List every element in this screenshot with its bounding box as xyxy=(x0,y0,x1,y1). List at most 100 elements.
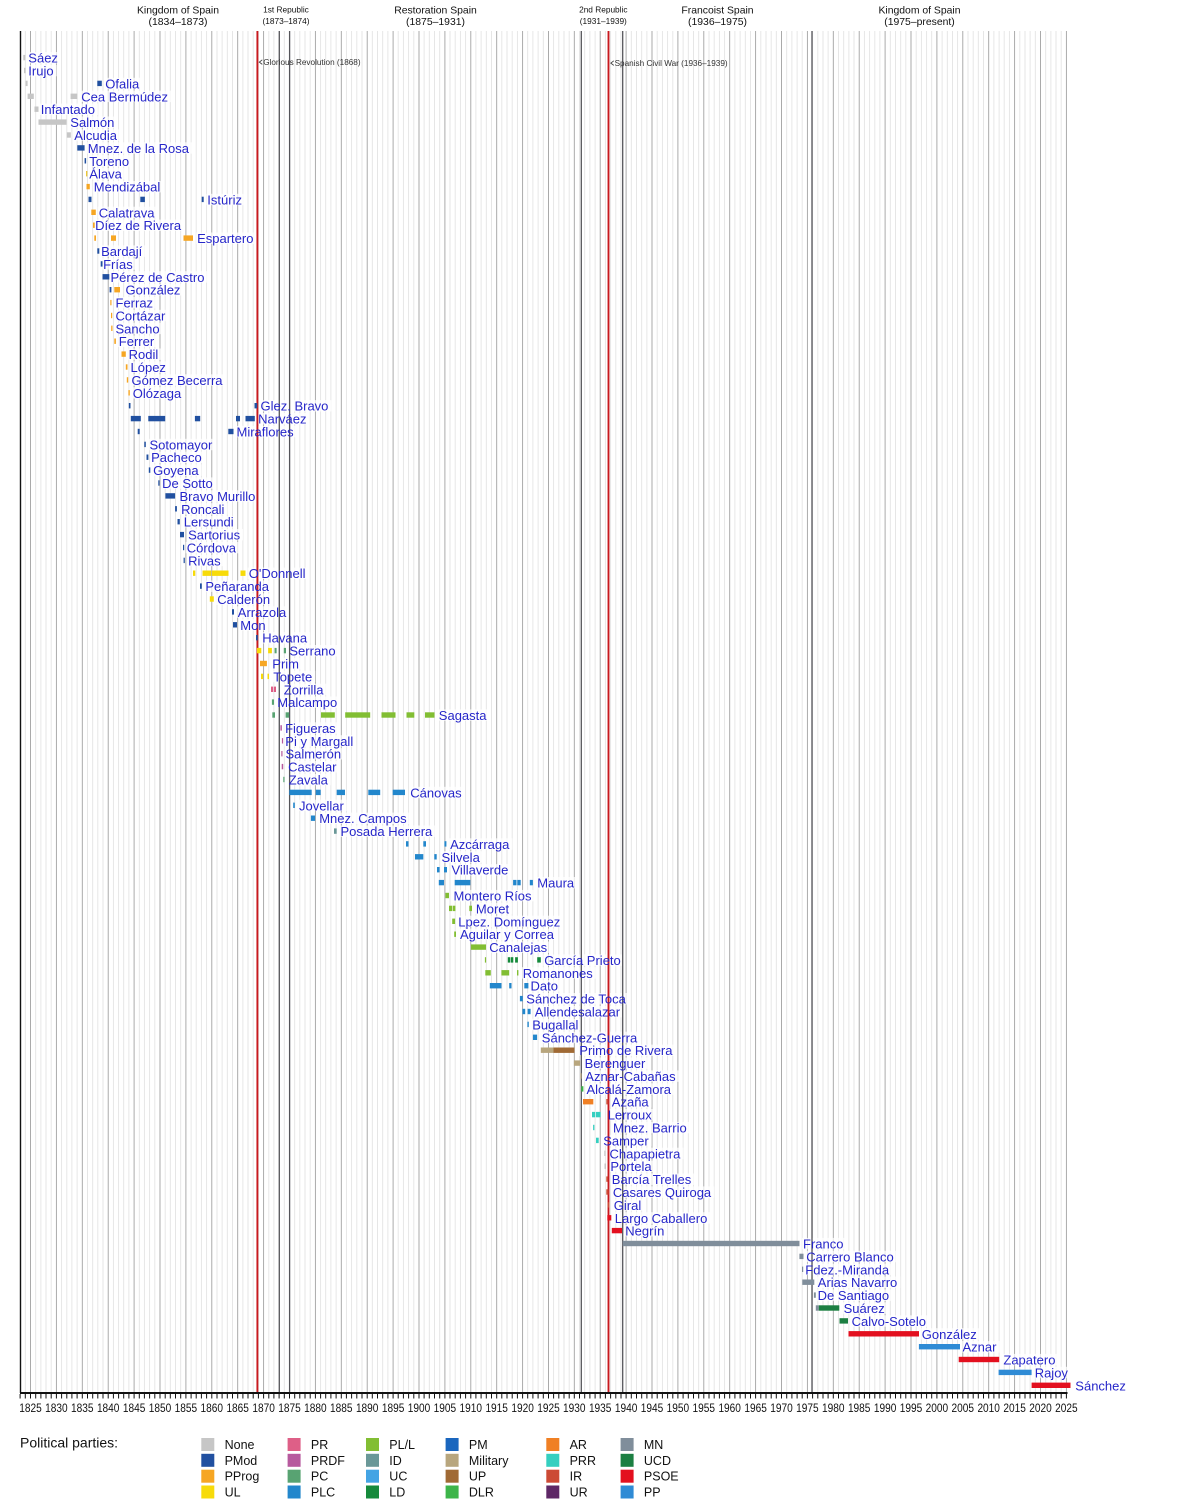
svg-text:UR: UR xyxy=(570,1486,588,1500)
svg-text:Ferraz: Ferraz xyxy=(116,296,154,311)
svg-text:Alcudia: Alcudia xyxy=(74,128,117,143)
svg-text:1st Republic: 1st Republic xyxy=(263,5,309,15)
svg-text:Sotomayor: Sotomayor xyxy=(150,437,214,452)
svg-text:(1975–present): (1975–present) xyxy=(884,17,954,28)
svg-text:Istúriz: Istúriz xyxy=(207,192,242,207)
svg-text:Miraflores: Miraflores xyxy=(237,425,295,440)
svg-text:1895: 1895 xyxy=(382,1403,405,1415)
svg-text:UP: UP xyxy=(469,1470,486,1484)
svg-text:1830: 1830 xyxy=(45,1403,68,1415)
svg-text:Jovellar: Jovellar xyxy=(299,798,344,813)
svg-text:Azcárraga: Azcárraga xyxy=(450,837,510,852)
svg-text:Fdez.-Miranda: Fdez.-Miranda xyxy=(805,1262,890,1277)
svg-text:Sartorius: Sartorius xyxy=(188,528,241,543)
svg-text:De Sotto: De Sotto xyxy=(162,476,213,491)
svg-text:1860: 1860 xyxy=(201,1403,224,1415)
svg-text:Sancho: Sancho xyxy=(116,321,160,336)
svg-text:Glez. Bravo: Glez. Bravo xyxy=(261,399,329,414)
svg-text:IR: IR xyxy=(570,1470,583,1484)
svg-text:PRR: PRR xyxy=(570,1454,596,1468)
svg-text:Toreno: Toreno xyxy=(89,154,129,169)
svg-text:Prim: Prim xyxy=(272,657,299,672)
svg-text:Dato: Dato xyxy=(531,979,558,994)
svg-text:1845: 1845 xyxy=(123,1403,146,1415)
svg-text:Sagasta: Sagasta xyxy=(439,708,487,723)
svg-text:1880: 1880 xyxy=(304,1403,327,1415)
svg-text:2005: 2005 xyxy=(952,1403,975,1415)
svg-text:Bardají: Bardají xyxy=(101,244,143,259)
svg-text:Ofalia: Ofalia xyxy=(105,76,140,91)
svg-text:Azaña: Azaña xyxy=(612,1095,650,1110)
svg-text:Largo Caballero: Largo Caballero xyxy=(615,1211,708,1226)
svg-text:González: González xyxy=(922,1327,977,1342)
svg-text:Cortázar: Cortázar xyxy=(116,308,167,323)
svg-text:1855: 1855 xyxy=(175,1403,198,1415)
svg-text:Mnez. Campos: Mnez. Campos xyxy=(319,811,407,826)
svg-text:1890: 1890 xyxy=(356,1403,379,1415)
svg-text:1990: 1990 xyxy=(874,1403,897,1415)
svg-text:Goyena: Goyena xyxy=(153,463,199,478)
svg-text:Lerroux: Lerroux xyxy=(608,1108,653,1123)
svg-text:2020: 2020 xyxy=(1029,1403,1052,1415)
svg-text:Castelar: Castelar xyxy=(288,760,337,775)
svg-text:Canalejas: Canalejas xyxy=(489,940,547,955)
svg-text:(1875–1931): (1875–1931) xyxy=(406,17,465,28)
svg-text:Rivas: Rivas xyxy=(188,553,221,568)
svg-text:Alcalá-Zamora: Alcalá-Zamora xyxy=(587,1082,672,1097)
svg-text:(1834–1873): (1834–1873) xyxy=(149,17,208,28)
svg-text:Suárez: Suárez xyxy=(844,1301,885,1316)
svg-text:Arias Navarro: Arias Navarro xyxy=(818,1275,897,1290)
svg-text:1870: 1870 xyxy=(252,1403,275,1415)
svg-text:Malcampo: Malcampo xyxy=(277,695,337,710)
svg-text:De Santiago: De Santiago xyxy=(818,1288,890,1303)
svg-text:Franco: Franco xyxy=(803,1237,843,1252)
svg-text:Aznar-Cabañas: Aznar-Cabañas xyxy=(585,1069,676,1084)
svg-text:AR: AR xyxy=(570,1438,587,1452)
svg-text:2000: 2000 xyxy=(926,1403,949,1415)
svg-text:1955: 1955 xyxy=(693,1403,716,1415)
svg-text:Mon: Mon xyxy=(240,618,265,633)
svg-text:1985: 1985 xyxy=(848,1403,871,1415)
svg-text:Peñaranda: Peñaranda xyxy=(205,579,269,594)
svg-text:Aznar: Aznar xyxy=(963,1340,998,1355)
svg-text:UL: UL xyxy=(225,1486,241,1500)
svg-text:UC: UC xyxy=(389,1470,407,1484)
svg-text:2025: 2025 xyxy=(1055,1403,1078,1415)
svg-text:Primo de Rivera: Primo de Rivera xyxy=(579,1043,673,1058)
svg-text:Spanish Civil War (1936–1939): Spanish Civil War (1936–1939) xyxy=(615,59,728,68)
svg-text:Infantado: Infantado xyxy=(41,102,95,117)
svg-text:MN: MN xyxy=(644,1438,663,1452)
svg-text:PC: PC xyxy=(311,1470,328,1484)
svg-text:Military: Military xyxy=(469,1454,509,1468)
svg-text:Pi y Margall: Pi y Margall xyxy=(285,734,353,749)
svg-text:Córdova: Córdova xyxy=(187,541,237,556)
svg-text:Casares Quiroga: Casares Quiroga xyxy=(613,1185,712,1200)
svg-text:PL/L: PL/L xyxy=(389,1438,415,1452)
svg-text:Posada Herrera: Posada Herrera xyxy=(341,824,434,839)
svg-text:Zavala: Zavala xyxy=(289,773,329,788)
svg-text:1965: 1965 xyxy=(744,1403,767,1415)
svg-text:Maura: Maura xyxy=(537,876,575,891)
svg-text:Cánovas: Cánovas xyxy=(410,785,462,800)
svg-text:Frías: Frías xyxy=(103,257,133,272)
svg-text:Topete: Topete xyxy=(273,669,312,684)
svg-text:Francoist Spain: Francoist Spain xyxy=(681,6,753,17)
svg-text:Serrano: Serrano xyxy=(289,644,335,659)
svg-text:1925: 1925 xyxy=(537,1403,560,1415)
svg-text:PM: PM xyxy=(469,1438,488,1452)
svg-text:1945: 1945 xyxy=(641,1403,664,1415)
svg-text:1950: 1950 xyxy=(667,1403,690,1415)
svg-text:López: López xyxy=(131,360,166,375)
svg-text:Aguilar y Correa: Aguilar y Correa xyxy=(460,927,555,942)
svg-text:Havana: Havana xyxy=(262,631,308,646)
svg-text:González: González xyxy=(126,283,181,298)
svg-text:Kingdom of Spain: Kingdom of Spain xyxy=(878,6,960,17)
svg-text:Negrín: Negrín xyxy=(625,1224,664,1239)
svg-text:Silvela: Silvela xyxy=(442,850,481,865)
svg-text:Mnez. de la Rosa: Mnez. de la Rosa xyxy=(88,141,190,156)
svg-text:Sánchez de Toca: Sánchez de Toca xyxy=(526,992,626,1007)
svg-text:Cea Bermúdez: Cea Bermúdez xyxy=(81,89,168,104)
svg-text:Samper: Samper xyxy=(603,1133,649,1148)
svg-text:1995: 1995 xyxy=(900,1403,923,1415)
svg-text:Chapapietra: Chapapietra xyxy=(610,1146,682,1161)
